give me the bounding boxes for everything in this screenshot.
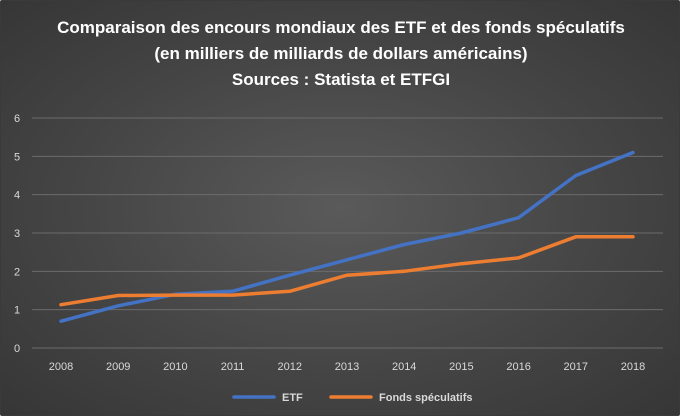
x-tick-label: 2017 xyxy=(564,361,588,373)
y-axis-tick-labels: 0 1 2 3 4 5 6 xyxy=(14,113,20,355)
x-tick-label: 2010 xyxy=(163,361,187,373)
x-tick-label: 2016 xyxy=(506,361,530,373)
y-tick-label: 3 xyxy=(14,228,20,240)
chart-title: Comparaison des encours mondiaux des ETF… xyxy=(57,18,625,89)
y-tick-label: 6 xyxy=(14,113,20,125)
series-line-etf xyxy=(59,150,635,323)
x-axis-tick-labels: 2008 2009 2010 2011 2012 2013 2014 2015 2016 2017… xyxy=(49,361,645,373)
y-tick-label: 5 xyxy=(14,151,20,163)
x-tick-label: 2018 xyxy=(621,361,645,373)
legend-label: Fonds spéculatifs xyxy=(379,392,473,404)
y-tick-label: 0 xyxy=(14,343,20,355)
series-lines xyxy=(59,150,635,323)
x-tick-label: 2014 xyxy=(392,361,416,373)
series-line-fonds-speculatifs xyxy=(59,235,635,307)
x-tick-label: 2008 xyxy=(49,361,73,373)
x-tick-label: 2009 xyxy=(106,361,130,373)
chart-title-line-2: (en milliers de milliards de dollars amé… xyxy=(154,44,527,63)
y-tick-label: 4 xyxy=(14,190,20,202)
x-tick-label: 2015 xyxy=(449,361,473,373)
chart-title-line-1: Comparaison des encours mondiaux des ETF… xyxy=(57,18,625,37)
x-tick-label: 2011 xyxy=(221,361,245,373)
x-tick-label: 2012 xyxy=(278,361,302,373)
x-tick-label: 2013 xyxy=(335,361,359,373)
y-tick-label: 1 xyxy=(14,305,20,317)
gridlines xyxy=(32,117,663,349)
legend: ETF Fonds spéculatifs xyxy=(232,392,473,404)
chart-title-line-3: Sources : Statista et ETFGI xyxy=(232,70,450,89)
legend-label: ETF xyxy=(282,392,303,404)
y-tick-label: 2 xyxy=(14,266,20,278)
